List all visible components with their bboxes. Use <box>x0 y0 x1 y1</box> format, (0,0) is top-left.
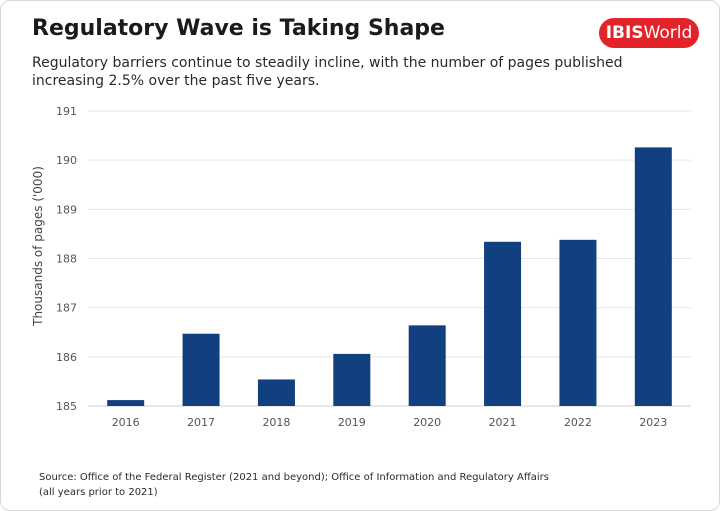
y-tick-label: 185 <box>56 400 77 413</box>
bar-2020 <box>408 325 446 406</box>
y-axis-ticks: 185 186 187 188 189 190 191 <box>56 105 77 413</box>
gridlines <box>88 110 691 407</box>
bar-2023 <box>634 147 672 406</box>
x-tick-label: 2020 <box>413 416 441 429</box>
y-tick-label: 186 <box>56 351 77 364</box>
logo-text-bold: IBIS <box>605 23 644 43</box>
ibisworld-logo: IBIS World <box>599 18 699 48</box>
x-axis-ticks: 2016 2017 2018 2019 2020 2021 2022 2023 <box>112 416 668 429</box>
bar-2017 <box>182 333 220 406</box>
y-axis-title: Thousands of pages ('000) <box>31 166 45 327</box>
x-tick-label: 2019 <box>338 416 366 429</box>
y-tick-label: 187 <box>56 302 77 315</box>
bars <box>107 147 672 406</box>
x-tick-label: 2022 <box>564 416 592 429</box>
source-note: Source: Office of the Federal Register (… <box>39 472 549 498</box>
chart-subtitle: Regulatory barriers continue to steadily… <box>32 55 623 89</box>
bar-2022 <box>559 239 597 406</box>
x-tick-label: 2021 <box>489 416 517 429</box>
logo-text-light: World <box>643 23 693 43</box>
x-tick-label: 2017 <box>187 416 215 429</box>
y-tick-label: 190 <box>56 154 77 167</box>
bar-2019 <box>333 353 371 406</box>
y-tick-label: 191 <box>56 105 77 118</box>
x-tick-label: 2016 <box>112 416 140 429</box>
bar-2018 <box>257 379 295 406</box>
bar-2021 <box>484 241 522 406</box>
x-tick-label: 2018 <box>262 416 290 429</box>
chart-title: Regulatory Wave is Taking Shape <box>32 16 445 41</box>
x-tick-label: 2023 <box>639 416 667 429</box>
bar-2016 <box>107 400 145 406</box>
y-tick-label: 188 <box>56 253 77 266</box>
y-tick-label: 189 <box>56 203 77 216</box>
